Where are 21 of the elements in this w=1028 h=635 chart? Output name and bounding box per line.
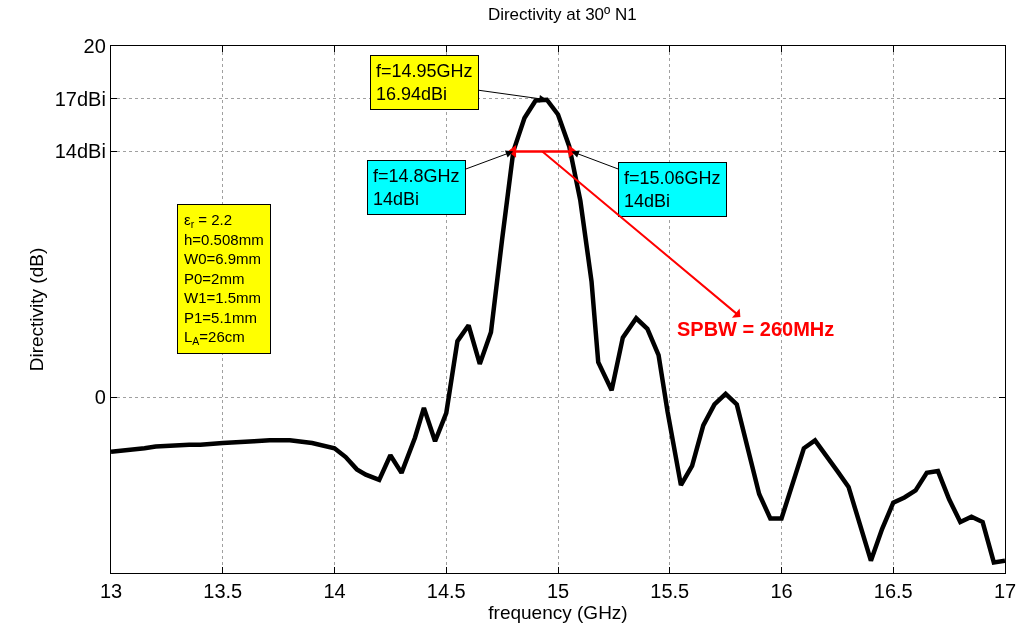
y-axis-title: Directivity (dB)	[25, 247, 47, 372]
x-tick-label: 15	[546, 580, 570, 603]
x-tick-label: 16.5	[873, 580, 913, 603]
annotation: SPBW = 260MHz	[677, 318, 835, 340]
annotation: f=14.8GHz 14dBi	[373, 166, 460, 210]
x-axis-title: frequency (GHz)	[488, 602, 628, 624]
y-tick-label: 0	[94, 386, 106, 409]
y-tick-label: 20	[83, 35, 106, 57]
y-tick-label: 17dBi	[54, 87, 106, 110]
x-tick-label: 17	[993, 580, 1017, 603]
x-tick-label: 16	[770, 580, 793, 603]
x-tick-label: 13.5	[203, 580, 243, 603]
chart-title: Directivity at 30º N1	[487, 4, 637, 24]
x-tick-label: 14	[323, 580, 346, 603]
annotation: f=15.06GHz 14dBi	[624, 168, 721, 212]
x-tick-label: 13	[99, 580, 123, 603]
text: ε$_{r}$ = 2.2 h=0.508mm W0=6.9mm P0=2mm W1=1.5mm P1=5.1mm L$_{A}$=26cm	[184, 211, 264, 348]
annotation: f=14.95GHz 16.94dBi	[376, 61, 473, 105]
y-tick-label: 14dBi	[54, 140, 106, 163]
x-tick-label: 14.5	[426, 580, 466, 603]
x-tick-label: 15.5	[650, 580, 690, 603]
